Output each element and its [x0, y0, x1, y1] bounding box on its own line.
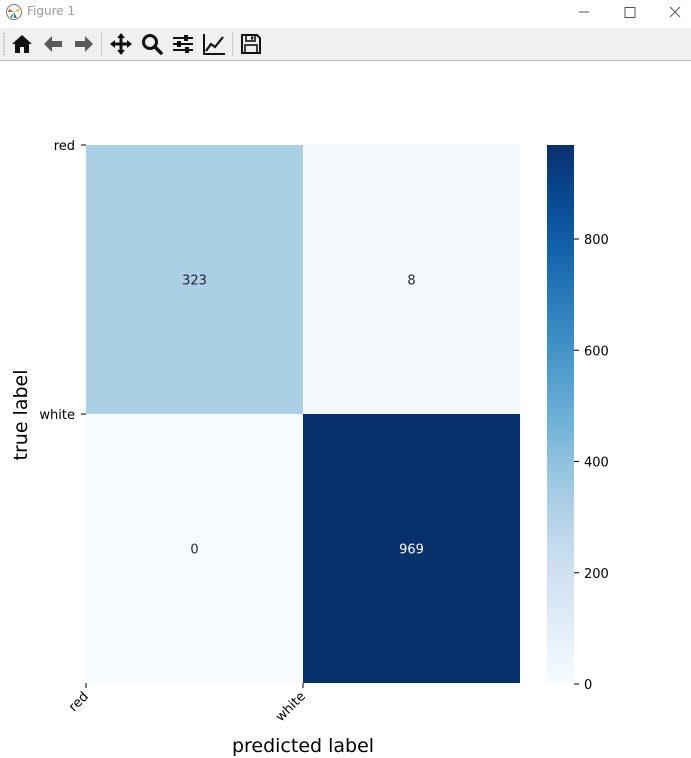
pan-button[interactable]: [108, 31, 134, 57]
cell-value-label: 969: [399, 543, 424, 558]
y-tick-label: red: [54, 139, 75, 154]
minimize-button[interactable]: [561, 0, 607, 26]
colorbar-tick-label: 200: [584, 567, 609, 582]
floppy-disk-icon: [241, 34, 261, 54]
navigation-toolbar: [0, 28, 691, 61]
cell-value-label: 0: [190, 543, 198, 558]
colorbar-tick-label: 800: [584, 233, 609, 248]
x-axis-label: predicted label: [232, 735, 374, 757]
colorbar-tick-label: 400: [584, 456, 609, 471]
maximize-icon: [624, 7, 636, 18]
matplotlib-logo-icon: [6, 4, 22, 20]
subplots-button[interactable]: [170, 31, 196, 57]
move-arrows-icon: [110, 33, 132, 55]
home-button[interactable]: [9, 31, 35, 57]
y-axis-label: true label: [10, 370, 32, 461]
maximize-button[interactable]: [607, 0, 653, 26]
edit-axes-button[interactable]: [201, 31, 227, 57]
save-button[interactable]: [238, 31, 264, 57]
cell-value-label: 323: [182, 274, 207, 289]
heatmap-cell: [303, 414, 520, 683]
zoom-button[interactable]: [139, 31, 165, 57]
arrow-left-icon: [44, 36, 62, 52]
heatmap-cell: [303, 145, 520, 414]
arrow-right-icon: [75, 36, 93, 52]
y-tick-label: white: [39, 408, 75, 423]
colorbar-tick-label: 600: [584, 344, 609, 359]
cell-value-label: 8: [407, 274, 415, 289]
toolbar-separator: [101, 32, 102, 56]
heatmap-cells: [86, 145, 520, 683]
sliders-icon: [173, 35, 193, 53]
close-button[interactable]: [652, 0, 691, 26]
colorbar: 0 200 400 600 800: [547, 145, 609, 693]
heatmap-cell: [86, 145, 303, 414]
close-icon: [669, 7, 681, 18]
line-chart-icon: [203, 34, 225, 55]
colorbar-tick-label: 0: [584, 678, 592, 693]
colorbar-gradient: [547, 145, 574, 684]
toolbar-separator: [232, 32, 233, 56]
heatmap-cell: [86, 414, 303, 683]
window-title-bar: Figure 1: [0, 0, 691, 26]
heatmap-annotations: 323 8 0 969: [182, 274, 424, 558]
toolbar-grip[interactable]: [3, 32, 5, 56]
back-button[interactable]: [40, 31, 66, 57]
minimize-icon: [579, 11, 589, 13]
magnifier-icon: [142, 34, 163, 55]
x-tick-label: red: [66, 689, 92, 715]
home-icon: [12, 35, 32, 53]
window-title: Figure 1: [27, 4, 76, 18]
x-tick-label: white: [273, 689, 309, 725]
forward-button[interactable]: [71, 31, 97, 57]
